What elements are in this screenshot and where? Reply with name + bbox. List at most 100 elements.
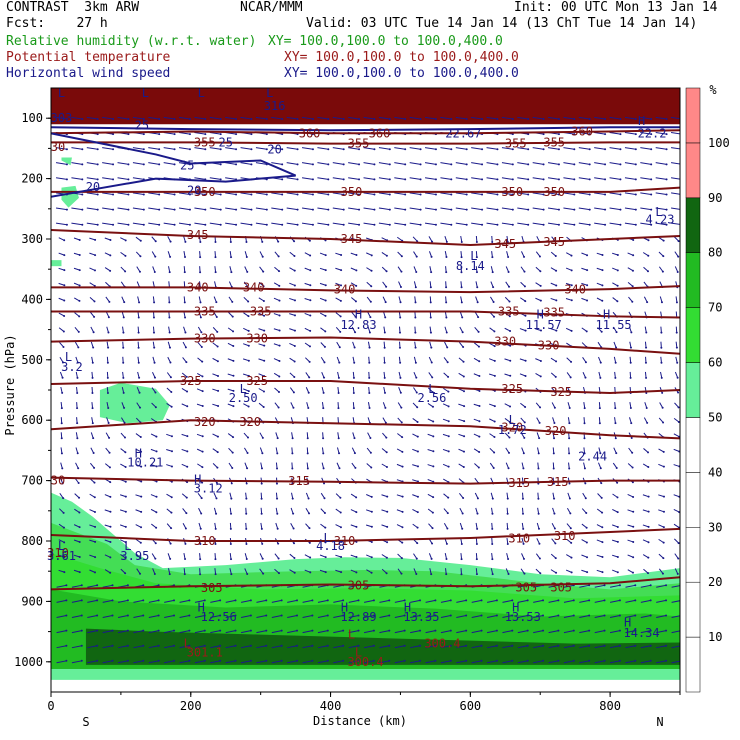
wind-vector-head [342, 208, 345, 211]
wind-vector-head [61, 376, 64, 379]
wind-vector-head [539, 329, 542, 332]
wind-vector-head [632, 495, 635, 498]
wind-vector-head [186, 390, 189, 393]
wind-vector-head [429, 316, 432, 319]
wind-vector [674, 371, 679, 378]
wind-vector [71, 660, 82, 664]
wind-vector-head [168, 573, 171, 576]
extremum-marker: L [65, 350, 72, 364]
wind-vector-head [599, 467, 602, 470]
wind-vector [489, 462, 495, 469]
wind-vector-head [660, 346, 663, 349]
wind-vector-head [460, 301, 463, 304]
wind-vector [548, 645, 559, 649]
wind-vector-head [247, 405, 250, 408]
wind-vector-head [647, 556, 650, 559]
colorbar-label: 100 [708, 136, 730, 150]
field-rh-name: Relative humidity (w.r.t. water) [6, 34, 257, 49]
wind-vector-head [680, 630, 682, 632]
wind-vector [286, 222, 298, 226]
wind-vector [629, 402, 632, 409]
wind-vector-head [260, 482, 263, 485]
wind-vector [350, 493, 357, 498]
wind-vector-head [96, 629, 99, 632]
wind-vector [256, 615, 267, 618]
wind-vector-head [665, 614, 668, 617]
wind-vector-head [111, 644, 114, 647]
wind-vector [117, 599, 128, 603]
wind-vector [594, 162, 606, 165]
wind-vector-head [127, 193, 130, 196]
theta-label: 310 [334, 534, 356, 548]
wind-vector-head [401, 436, 404, 439]
wind-vector [583, 402, 586, 409]
extremum-marker: H [341, 600, 348, 614]
wind-vector-head [383, 331, 386, 334]
wind-vector [102, 615, 113, 618]
wind-vector [321, 371, 325, 378]
wind-vector [397, 553, 403, 559]
wind-vector-head [123, 406, 126, 409]
wind-vector [425, 660, 436, 664]
theta-label: 310 [554, 529, 576, 543]
wind-vector-head [60, 407, 63, 410]
wind-vector-head [434, 629, 437, 632]
wind-vector [413, 568, 417, 575]
wind-vector-head [542, 208, 545, 211]
wind-vector [122, 371, 124, 378]
wind-vector-head [324, 526, 327, 529]
wind-vector [456, 599, 467, 603]
wind-vector [102, 147, 114, 150]
wind-vector [227, 327, 234, 332]
wind-vector-head [262, 406, 265, 409]
wind-vector [122, 326, 124, 333]
wind-vector-head [281, 193, 284, 196]
wind-vector-head [355, 254, 358, 257]
wind-vector [212, 433, 219, 438]
wind-vector [178, 222, 191, 226]
wind-vector-head [647, 541, 650, 544]
wind-vector-head [373, 178, 376, 181]
wind-vector [486, 162, 498, 165]
wind-vector-head [604, 163, 607, 166]
wind-vector-head [140, 495, 143, 498]
wind-vector-head [373, 223, 376, 226]
wind-vector-head [557, 644, 560, 647]
wind-vector-head [383, 391, 386, 394]
wind-vector-head [229, 527, 232, 530]
wind-vector [301, 207, 314, 211]
y-tick-label: 1000 [14, 655, 43, 669]
wind-vector [291, 492, 294, 499]
wind-speed-contours [51, 126, 680, 198]
wind-vector-head [460, 286, 463, 289]
colorbar-box [685, 87, 701, 144]
wind-vector [242, 358, 250, 362]
wind-vector [456, 645, 467, 649]
wind-vector-head [155, 435, 158, 438]
wind-vector [594, 645, 605, 649]
wind-vector-head [229, 542, 232, 545]
wind-vector-head [262, 300, 265, 303]
wind-vector [320, 342, 326, 348]
wind-vector-head [94, 254, 97, 257]
wind-vector-head [400, 406, 403, 409]
theta-contours [51, 129, 680, 591]
wind-vector [104, 252, 111, 256]
wind-vector [428, 251, 433, 258]
extremum-value: 10.21 [127, 455, 163, 469]
wind-vector-head [296, 208, 299, 211]
extremum-value: 300.4 [347, 655, 383, 669]
theta-contour [51, 285, 680, 294]
wind-vector [409, 147, 421, 150]
wind-vector [317, 222, 329, 226]
wind-vector [409, 192, 421, 196]
wind-vector-head [649, 584, 652, 587]
wind-vector-head [170, 465, 173, 468]
wind-vector [167, 356, 171, 363]
wind-vector [566, 554, 572, 559]
wind-vector-head [527, 178, 530, 181]
wind-vector-head [386, 541, 389, 544]
wind-vector-head [247, 315, 250, 318]
wind-vector-head [450, 118, 453, 121]
wind-vector-head [199, 271, 202, 274]
